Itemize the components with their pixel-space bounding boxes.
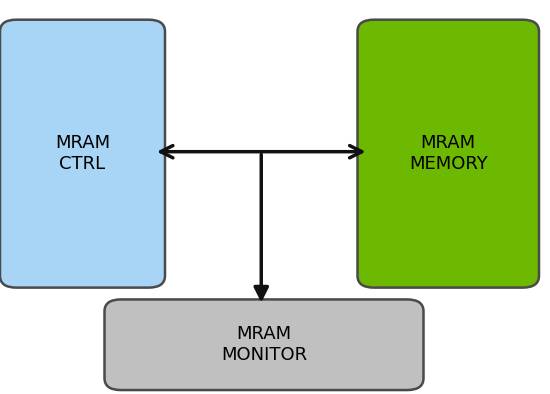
FancyBboxPatch shape [104, 299, 424, 390]
FancyBboxPatch shape [0, 20, 165, 288]
Text: MRAM
MONITOR: MRAM MONITOR [221, 325, 307, 364]
FancyBboxPatch shape [358, 20, 539, 288]
Text: MRAM
MEMORY: MRAM MEMORY [409, 134, 488, 173]
Text: MRAM
CTRL: MRAM CTRL [55, 134, 110, 173]
